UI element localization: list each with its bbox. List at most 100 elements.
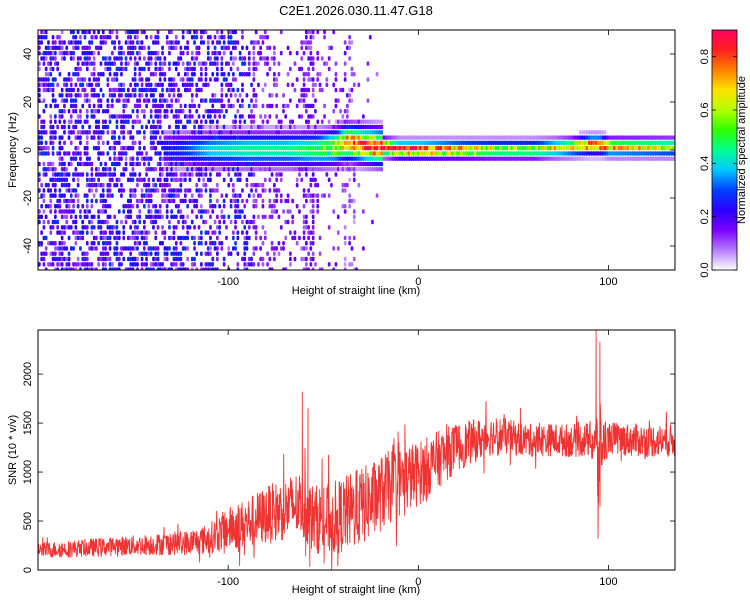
heatmap-cell bbox=[311, 198, 315, 204]
heatmap-cell bbox=[165, 246, 169, 251]
heatmap-cell bbox=[97, 256, 100, 262]
heatmap-cell bbox=[129, 246, 132, 251]
heatmap-cell bbox=[245, 219, 249, 225]
heatmap-cell bbox=[79, 235, 82, 241]
heatmap-cell bbox=[327, 140, 331, 146]
heatmap-cell bbox=[241, 114, 244, 119]
heatmap-cell bbox=[101, 72, 105, 77]
heatmap-cell bbox=[343, 204, 347, 209]
heatmap-cell bbox=[88, 188, 91, 193]
heatmap-cell bbox=[38, 45, 41, 51]
heatmap-cell bbox=[42, 56, 46, 61]
heatmap-cell bbox=[209, 235, 212, 241]
heatmap-cell bbox=[478, 156, 482, 161]
heatmap-cell bbox=[298, 161, 301, 167]
heatmap-cell bbox=[635, 156, 639, 161]
heatmap-cell bbox=[204, 66, 208, 72]
heatmap-cell bbox=[206, 230, 210, 235]
heatmap-cell bbox=[279, 119, 283, 124]
heatmap-cell bbox=[81, 235, 85, 241]
heatmap-cell bbox=[174, 45, 178, 51]
heatmap-cell bbox=[254, 103, 258, 109]
heatmap-cell bbox=[154, 182, 158, 188]
heatmap-cell bbox=[252, 56, 256, 61]
heatmap-cell bbox=[79, 151, 82, 156]
heatmap-cell bbox=[302, 40, 306, 45]
heatmap-cell bbox=[587, 130, 591, 135]
heatmap-cell bbox=[307, 114, 310, 119]
heatmap-cell bbox=[380, 167, 383, 172]
heatmap-cell bbox=[193, 119, 196, 124]
heatmap-cell bbox=[140, 156, 144, 161]
heatmap-cell bbox=[60, 172, 64, 177]
heatmap-cell bbox=[610, 140, 614, 146]
heatmap-cell bbox=[352, 119, 356, 124]
heatmap-cell bbox=[305, 93, 308, 98]
heatmap-cell bbox=[325, 167, 329, 172]
heatmap-cell bbox=[211, 151, 215, 156]
heatmap-cell bbox=[339, 124, 342, 130]
heatmap-cell bbox=[49, 45, 53, 51]
heatmap-cell bbox=[101, 241, 105, 246]
heatmap-cell bbox=[92, 50, 96, 56]
heatmap-cell bbox=[42, 77, 46, 82]
heatmap-cell bbox=[131, 50, 135, 56]
heatmap-cell bbox=[334, 167, 338, 172]
heatmap-cell bbox=[174, 188, 178, 193]
heatmap-cell bbox=[227, 40, 231, 45]
heatmap-cell bbox=[179, 151, 183, 156]
heatmap-cell bbox=[204, 151, 208, 156]
heatmap-cell bbox=[446, 156, 450, 161]
heatmap-cell bbox=[184, 267, 187, 270]
heatmap-cell bbox=[485, 151, 488, 156]
heatmap-cell bbox=[279, 130, 283, 135]
heatmap-cell bbox=[90, 262, 94, 267]
heatmap-cell bbox=[63, 40, 66, 45]
heatmap-cell bbox=[350, 98, 354, 103]
heatmap-cell bbox=[277, 140, 281, 146]
heatmap-cell bbox=[289, 256, 292, 262]
heatmap-cell bbox=[138, 93, 142, 98]
heatmap-cell bbox=[469, 151, 472, 156]
heatmap-cell bbox=[156, 256, 160, 262]
heatmap-cell bbox=[83, 30, 87, 35]
heatmap-cell bbox=[85, 193, 89, 198]
heatmap-cell bbox=[234, 40, 237, 45]
heatmap-cell bbox=[503, 151, 507, 156]
heatmap-cell bbox=[245, 124, 249, 130]
heatmap-cell bbox=[60, 267, 64, 270]
heatmap-cell bbox=[615, 151, 618, 156]
heatmap-cell bbox=[330, 140, 333, 146]
heatmap-cell bbox=[177, 87, 180, 93]
heatmap-cell bbox=[238, 50, 242, 56]
heatmap-cell bbox=[464, 140, 468, 146]
heatmap-cell bbox=[81, 77, 85, 82]
heatmap-cell bbox=[314, 161, 317, 167]
heatmap-cell bbox=[314, 98, 317, 103]
heatmap-cell bbox=[136, 119, 139, 124]
heatmap-cell bbox=[409, 145, 413, 151]
heatmap-cell bbox=[165, 172, 169, 177]
heatmap-cell bbox=[42, 198, 46, 204]
heatmap-cell bbox=[106, 182, 110, 188]
heatmap-cell bbox=[556, 145, 559, 151]
heatmap-cell bbox=[291, 130, 294, 135]
heatmap-cell bbox=[291, 161, 294, 167]
heatmap-cell bbox=[177, 219, 180, 225]
heatmap-cell bbox=[220, 161, 224, 167]
heatmap-cell bbox=[302, 225, 306, 230]
heatmap-cell bbox=[613, 145, 616, 151]
heatmap-cell bbox=[104, 35, 107, 40]
heatmap-cell bbox=[316, 72, 320, 77]
heatmap-cell bbox=[330, 130, 333, 135]
heatmap-cell bbox=[261, 198, 265, 204]
heatmap-cell bbox=[190, 103, 194, 109]
heatmap-cell bbox=[108, 145, 112, 151]
heatmap-cell bbox=[396, 140, 399, 146]
heatmap-cell bbox=[261, 262, 265, 267]
heatmap-cell bbox=[565, 135, 568, 140]
heatmap-cell bbox=[277, 251, 281, 256]
heatmap-cell bbox=[213, 219, 217, 225]
heatmap-cell bbox=[154, 50, 158, 56]
heatmap-cell bbox=[213, 50, 217, 56]
